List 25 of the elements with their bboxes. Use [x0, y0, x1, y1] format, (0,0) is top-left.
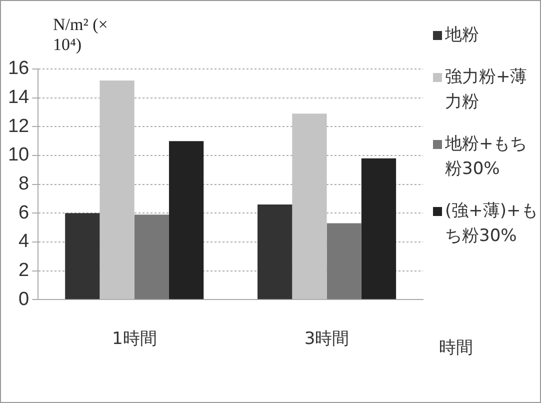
y-tick-label: 4	[18, 231, 30, 252]
y-tick-label: 2	[18, 260, 30, 282]
bar	[326, 223, 362, 300]
y-tick-label: 0	[18, 288, 30, 310]
bar	[361, 158, 396, 300]
x-axis-title: 時間	[439, 337, 473, 359]
legend-label: 地粉+もち粉30%	[445, 133, 528, 181]
bar	[168, 141, 204, 300]
legend-label: 強力粉+薄力粉	[445, 66, 528, 114]
x-tick-label: 1時間	[112, 329, 157, 350]
bar	[100, 80, 134, 300]
legend-label: (強+薄)+もち粉30%	[445, 200, 539, 248]
y-tick-label: 8	[18, 174, 30, 195]
x-tick-label: 3時間	[304, 329, 350, 350]
y-axis-title: N/m² (× 10⁴)	[53, 15, 109, 55]
y-tick-label: 6	[18, 202, 30, 224]
bar	[258, 204, 292, 300]
legend-label: 地粉	[445, 24, 479, 47]
y-tick-label: 16	[8, 58, 30, 80]
y-tick-label: 14	[8, 87, 30, 108]
y-tick-label: 10	[8, 144, 30, 166]
bar	[292, 114, 327, 300]
bar	[65, 213, 100, 300]
bar	[134, 214, 169, 300]
y-tick-label: 12	[8, 116, 30, 137]
